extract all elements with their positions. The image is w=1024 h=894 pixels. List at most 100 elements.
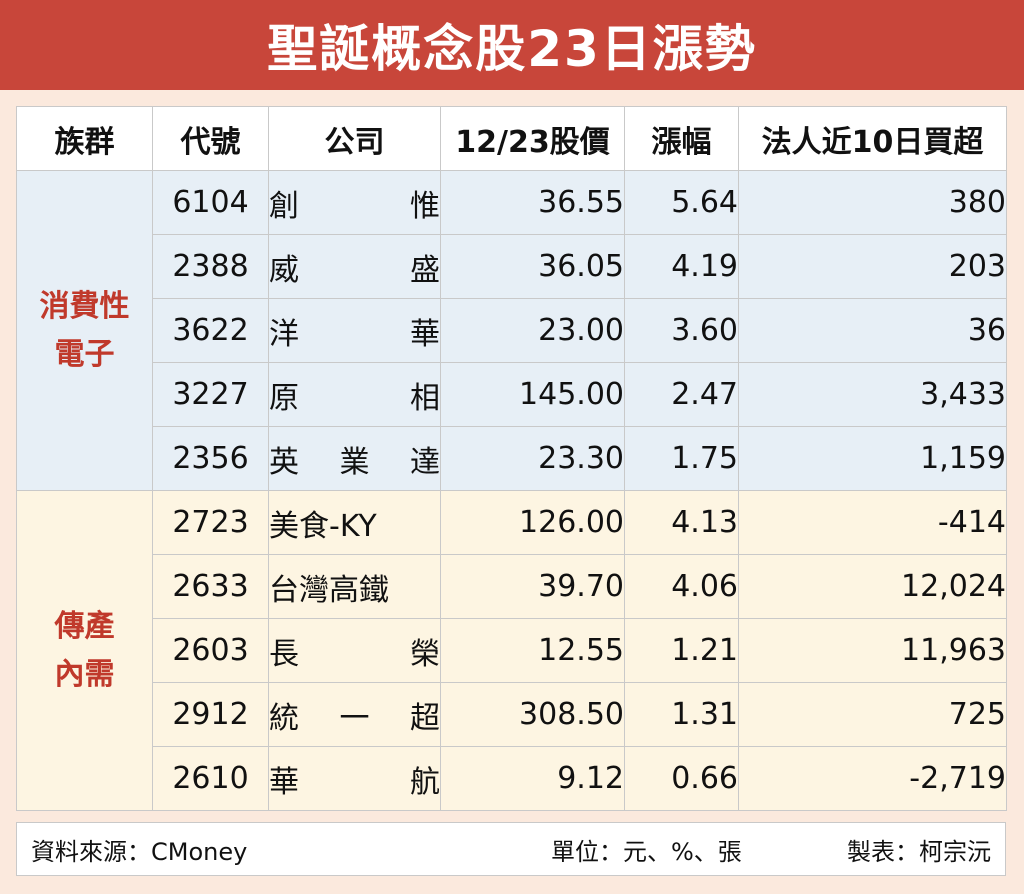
table-row: 2388 威盛 36.05 4.19 203 (17, 234, 1007, 299)
company-name-char: 惟 (410, 188, 440, 224)
company-name: 統一超 (268, 682, 441, 747)
price-change: 5.64 (624, 170, 739, 235)
company-name: 長榮 (268, 618, 441, 683)
stock-price: 36.55 (440, 170, 625, 235)
company-name-char: 業 (339, 444, 370, 480)
unit-note: 單位：元、%、張 (551, 837, 742, 866)
stock-code: 3622 (152, 298, 269, 363)
company-name-chars: 長榮 (269, 629, 440, 673)
net-buy: 725 (738, 682, 1007, 747)
page-title: 聖誕概念股23日漲勢 (267, 20, 757, 78)
table-body: 消費性 電子 6104 創惟 36.55 5.64 380 2388 威盛 36.05 4.19 20… (16, 170, 1007, 811)
net-buy: 3,433 (738, 362, 1007, 427)
company-name-char: 華 (269, 764, 299, 800)
price-change: 1.21 (624, 618, 739, 683)
company-name: 美食-KY (268, 490, 441, 555)
group-label-line2: 內需 (54, 656, 115, 692)
header-net-buy: 法人近10日買超 (738, 106, 1007, 171)
group-label-line1: 消費性 (39, 288, 130, 324)
company-name-chars: 原相 (269, 373, 440, 417)
company-name: 洋華 (268, 298, 441, 363)
company-name-char: 台灣高鐵 (269, 572, 389, 608)
maker-note: 製表：柯宗沅 (847, 837, 991, 866)
company-name-char: 長 (269, 636, 299, 672)
company-name-char: 威 (269, 252, 299, 288)
header-row: 族群 代號 公司 12/23股價 漲幅 法人近10日買超 (16, 106, 1007, 171)
header-group: 族群 (16, 106, 153, 171)
price-change: 4.13 (624, 490, 739, 555)
price-change: 1.75 (624, 426, 739, 491)
source-note: 資料來源：CMoney (31, 837, 248, 866)
stock-price: 23.00 (440, 298, 625, 363)
company-name-chars: 台灣高鐵 (269, 565, 440, 609)
net-buy: 1,159 (738, 426, 1007, 491)
group-label: 消費性 電子 (16, 170, 153, 491)
header-company: 公司 (268, 106, 441, 171)
net-buy: 11,963 (738, 618, 1007, 683)
company-name-char: 華 (410, 316, 440, 352)
company-name-char: 統 (269, 700, 299, 736)
company-name-char: 榮 (410, 636, 440, 672)
stock-code: 2633 (152, 554, 269, 619)
price-change: 0.66 (624, 746, 739, 811)
company-name-char: 英 (269, 444, 299, 480)
table-row: 2912 統 一 超 308.50 1.31 725 (17, 682, 1007, 747)
company-name: 華航 (268, 746, 441, 811)
stock-code: 3227 (152, 362, 269, 427)
company-name-chars: 洋華 (269, 309, 440, 353)
price-change: 4.19 (624, 234, 739, 299)
net-buy: -2,719 (738, 746, 1007, 811)
header-change: 漲幅 (624, 106, 739, 171)
price-change: 1.31 (624, 682, 739, 747)
price-change: 4.06 (624, 554, 739, 619)
company-name-char: 盛 (410, 252, 440, 288)
company-name-chars: 威盛 (269, 245, 440, 289)
footer: 資料來源：CMoney 單位：元、%、張 製表：柯宗沅 (16, 822, 1006, 876)
company-name-char: 一 (339, 700, 370, 736)
header-price: 12/23股價 (440, 106, 625, 171)
header-code: 代號 (152, 106, 269, 171)
stock-code: 6104 (152, 170, 269, 235)
table-row: 2603 長榮 12.55 1.21 11,963 (17, 618, 1007, 683)
net-buy: 380 (738, 170, 1007, 235)
net-buy: 12,024 (738, 554, 1007, 619)
stock-code: 2723 (152, 490, 269, 555)
group-label-line2: 電子 (54, 336, 115, 372)
company-name: 創惟 (268, 170, 441, 235)
company-name: 台灣高鐵 (268, 554, 441, 619)
company-name: 英業達 (268, 426, 441, 491)
company-name-char: 美食-KY (269, 508, 377, 544)
table-row: 消費性 電子 6104 創惟 36.55 5.64 380 (16, 170, 1007, 491)
company-name: 威盛 (268, 234, 441, 299)
stock-code: 2388 (152, 234, 269, 299)
stock-price: 39.70 (440, 554, 625, 619)
stock-price: 308.50 (440, 682, 625, 747)
group-label-line1: 傳產 (54, 608, 115, 644)
table-row: 2610 華航 9.12 0.66 -2,719 (17, 746, 1007, 811)
table-row: 2356 英 業 達 23.30 1.75 1,159 (17, 426, 1007, 491)
stock-code: 2610 (152, 746, 269, 811)
company-name-char: 航 (410, 764, 440, 800)
company-name-char: 達 (410, 444, 440, 480)
company-name-char: 相 (410, 380, 440, 416)
stock-code: 2356 (152, 426, 269, 491)
company-name-char: 超 (410, 700, 440, 736)
net-buy: 36 (738, 298, 1007, 363)
group-label: 傳產 內需 (16, 490, 153, 811)
stock-price: 126.00 (440, 490, 625, 555)
stock-price: 23.30 (440, 426, 625, 491)
stock-price: 12.55 (440, 618, 625, 683)
company-name-chars: 華航 (269, 757, 440, 801)
company-name-char: 原 (269, 380, 299, 416)
company-name-chars: 創惟 (269, 181, 440, 225)
company-name-chars: 統一超 (269, 693, 440, 737)
company-name-char: 創 (269, 188, 299, 224)
stock-table: 族群 代號 公司 12/23股價 漲幅 法人近10日買超 消費性 電子 6104 創惟… (16, 106, 1007, 811)
stock-price: 145.00 (440, 362, 625, 427)
price-change: 2.47 (624, 362, 739, 427)
price-change: 3.60 (624, 298, 739, 363)
table-row: 3227 原相 145.00 2.47 3,433 (17, 362, 1007, 427)
net-buy: -414 (738, 490, 1007, 555)
title-bar: 聖誕概念股23日漲勢 (0, 0, 1024, 90)
